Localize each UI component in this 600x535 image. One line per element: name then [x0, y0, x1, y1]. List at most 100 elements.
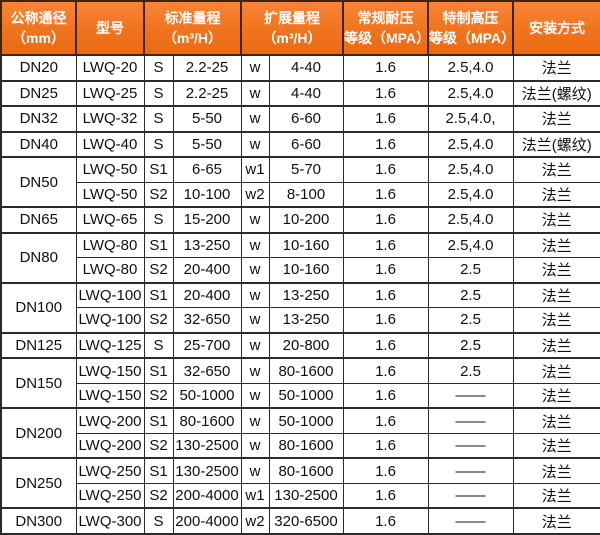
cell-std-range: 200-4000 [172, 507, 242, 535]
cell-dn: DN32 [0, 105, 77, 133]
cell-s-code: S [143, 507, 174, 535]
cell-dn: DN250 [0, 457, 77, 509]
cell-w-code: w [240, 105, 270, 133]
cell-model: LWQ-20 [75, 54, 145, 82]
cell-normal-pressure: 1.6 [342, 54, 429, 82]
cell-ext-range: 13-250 [268, 281, 344, 309]
cell-ext-range: 4-40 [268, 79, 344, 107]
cell-s-code: S1 [143, 281, 174, 309]
table-row: DN25 LWQ-25 S 2.2-25 w 4-40 1.6 2.5,4.0 … [0, 79, 600, 107]
cell-normal-pressure: 1.6 [342, 407, 429, 434]
table-row: DN125 LWQ-125 S 25-700 w 20-800 1.6 2.5 … [0, 331, 600, 359]
cell-normal-pressure: 1.6 [342, 79, 429, 107]
table-row: DN300 LWQ-300 S 200-4000 w2 320-6500 1.6… [0, 507, 600, 535]
table-row: DN20 LWQ-20 S 2.2-25 w 4-40 1.6 2.5,4.0 … [0, 54, 600, 82]
cell-install: 法兰 [512, 382, 600, 409]
table-row: LWQ-100 S2 32-650 w 13-250 1.6 2.5 法兰 [1, 307, 600, 334]
cell-s-code: S1 [143, 156, 174, 183]
cell-install: 法兰 [512, 432, 600, 459]
cell-w-code: w [240, 407, 270, 434]
cell-dn: DN150 [0, 357, 77, 409]
cell-high-pressure: 2.5,4.0 [427, 156, 514, 183]
cell-ext-range: 10-200 [268, 206, 344, 234]
cell-normal-pressure: 1.6 [342, 357, 429, 384]
cell-s-code: S1 [143, 407, 174, 434]
cell-ext-range: 20-800 [268, 331, 344, 359]
cell-high-pressure: 2.5 [427, 357, 514, 384]
cell-normal-pressure: 1.6 [342, 432, 429, 459]
table-row: DN65 LWQ-65 S 15-200 w 10-200 1.6 2.5,4.… [0, 206, 600, 234]
table-row: DN32 LWQ-32 S 5-50 w 6-60 1.6 2.5,4.0, 法… [0, 105, 600, 133]
cell-std-range: 130-2500 [172, 432, 242, 459]
cell-high-pressure: 2.5,4.0 [427, 130, 514, 158]
cell-model: LWQ-250 [75, 482, 145, 509]
table-row: DN80 LWQ-80 S1 13-250 w 10-160 1.6 2.5,4… [0, 231, 600, 284]
cell-high-pressure: —— [427, 482, 514, 509]
cell-high-pressure: —— [427, 432, 514, 459]
cell-high-pressure: 2.5,4.0 [427, 79, 514, 107]
cell-ext-range: 4-40 [268, 54, 344, 82]
cell-normal-pressure: 1.6 [342, 130, 429, 158]
cell-std-range: 32-650 [172, 357, 242, 384]
table-row: LWQ-250 S2 200-4000 w1 130-2500 1.6 —— 法… [1, 482, 600, 509]
cell-dn: DN100 [0, 281, 77, 334]
cell-normal-pressure: 1.6 [342, 156, 429, 183]
cell-s-code: S2 [143, 181, 174, 208]
cell-install: 法兰 [512, 281, 600, 309]
cell-ext-range: 10-160 [268, 257, 344, 284]
cell-install: 法兰 [512, 181, 600, 208]
cell-model: LWQ-125 [75, 331, 145, 359]
cell-ext-range: 6-60 [268, 130, 344, 158]
cell-model: LWQ-32 [75, 105, 145, 133]
table-row: DN40 LWQ-40 S 5-50 w 6-60 1.6 2.5,4.0 法兰… [0, 130, 600, 158]
cell-high-pressure: 2.5,4.0, [427, 105, 514, 133]
header-cell-nominal-diameter: 公称通径 （mm） [0, 0, 77, 56]
cell-normal-pressure: 1.6 [342, 307, 429, 334]
cell-normal-pressure: 1.6 [342, 482, 429, 509]
cell-model: LWQ-150 [75, 357, 145, 384]
cell-std-range: 130-2500 [172, 457, 242, 484]
cell-std-range: 200-4000 [172, 482, 242, 509]
cell-normal-pressure: 1.6 [342, 206, 429, 234]
cell-s-code: S [143, 105, 174, 133]
cell-s-code: S2 [143, 382, 174, 409]
cell-normal-pressure: 1.6 [342, 231, 429, 259]
cell-model: LWQ-80 [75, 257, 145, 284]
table-row: LWQ-150 S2 50-1000 w 50-1000 1.6 —— 法兰 [1, 382, 600, 409]
cell-std-range: 13-250 [172, 231, 242, 259]
cell-std-range: 5-50 [172, 130, 242, 158]
cell-std-range: 5-50 [172, 105, 242, 133]
cell-std-range: 6-65 [172, 156, 242, 183]
cell-model: LWQ-200 [75, 407, 145, 434]
cell-s-code: S1 [143, 231, 174, 259]
cell-dn: DN40 [0, 130, 77, 158]
cell-install: 法兰 [512, 231, 600, 259]
cell-install: 法兰 [512, 357, 600, 384]
cell-ext-range: 80-1600 [268, 457, 344, 484]
cell-w-code: w [240, 432, 270, 459]
cell-normal-pressure: 1.6 [342, 507, 429, 535]
cell-ext-range: 50-1000 [268, 407, 344, 434]
cell-high-pressure: —— [427, 382, 514, 409]
table-row: LWQ-50 S2 10-100 w2 8-100 1.6 2.5,4.0 法兰 [1, 181, 600, 208]
cell-s-code: S2 [143, 307, 174, 334]
cell-std-range: 2.2-25 [172, 79, 242, 107]
cell-model: LWQ-300 [75, 507, 145, 535]
cell-normal-pressure: 1.6 [342, 331, 429, 359]
cell-high-pressure: 2.5,4.0 [427, 181, 514, 208]
cell-ext-range: 320-6500 [268, 507, 344, 535]
cell-dn: DN20 [0, 54, 77, 82]
cell-high-pressure: 2.5,4.0 [427, 231, 514, 259]
cell-w-code: w [240, 54, 270, 82]
cell-high-pressure: 2.5 [427, 281, 514, 309]
table-row: DN50 LWQ-50 S1 6-65 w1 5-70 1.6 2.5,4.0 … [0, 156, 600, 208]
cell-install: 法兰 [512, 156, 600, 183]
cell-model: LWQ-65 [75, 206, 145, 234]
cell-ext-range: 130-2500 [268, 482, 344, 509]
cell-high-pressure: —— [427, 507, 514, 535]
cell-dn: DN25 [0, 79, 77, 107]
cell-ext-range: 80-1600 [268, 432, 344, 459]
cell-std-range: 20-400 [172, 257, 242, 284]
cell-w-code: w [240, 331, 270, 359]
cell-std-range: 10-100 [172, 181, 242, 208]
